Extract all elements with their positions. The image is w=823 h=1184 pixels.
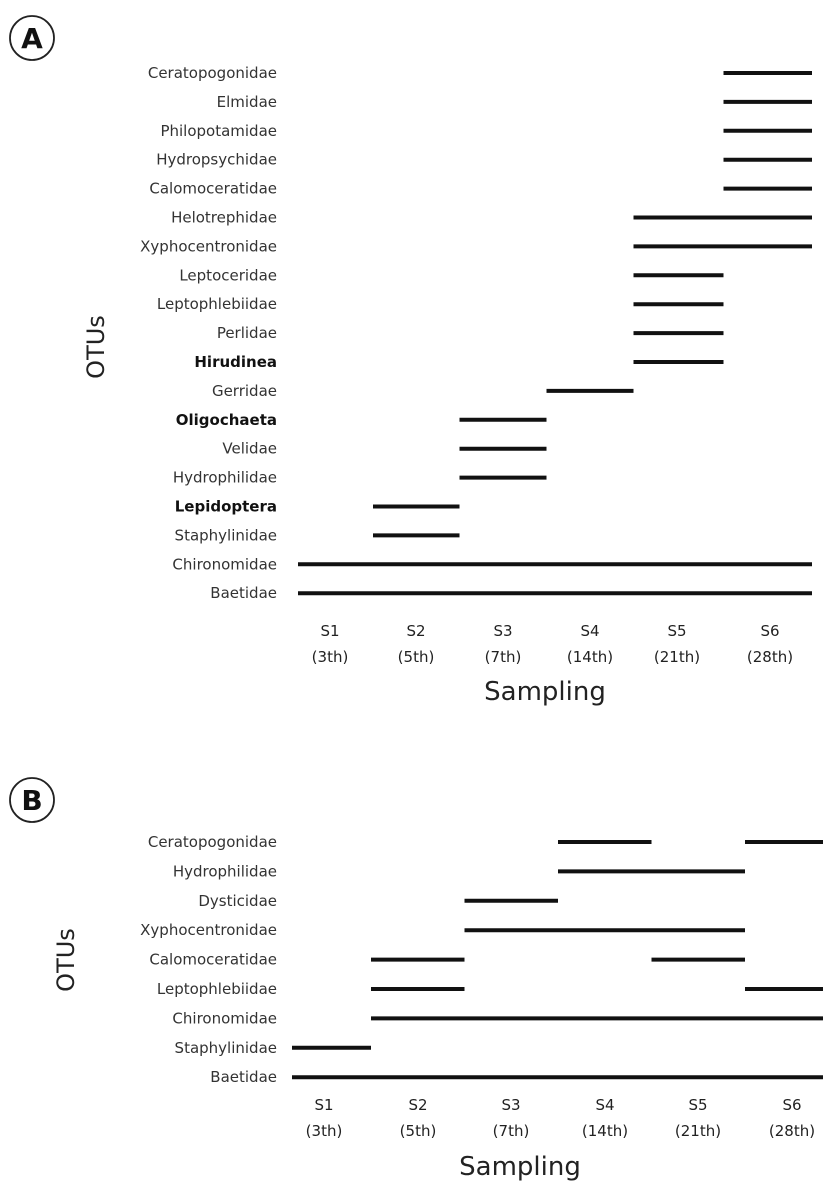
- otu-row: Xyphocentronidae: [140, 237, 812, 255]
- otu-row: Staphylinidae: [175, 526, 460, 544]
- otu-label: Helotrephidae: [171, 209, 277, 227]
- otu-row: Chironomidae: [172, 1009, 823, 1027]
- panel-a-x-ticks: S1 (3th) S2 (5th) S3 (7th) S4 (14th) S5 (21th) S6 (…: [312, 622, 793, 666]
- otu-label: Staphylinidae: [175, 526, 277, 544]
- otu-row: Leptophlebiidae: [157, 980, 823, 998]
- otu-label: Lepidoptera: [175, 498, 277, 516]
- otu-row: Helotrephidae: [171, 209, 812, 227]
- panel-a-x-axis-label: Sampling: [484, 677, 606, 707]
- otu-row: Leptophlebiidae: [157, 295, 724, 313]
- otu-row: Ceratopogonidae: [148, 64, 812, 82]
- panel-a-label: A: [21, 22, 43, 55]
- otu-row: Hydrophilidae: [173, 862, 745, 880]
- x-tick-sublabel: (7th): [493, 1122, 530, 1140]
- otu-row: Calomoceratidae: [149, 951, 745, 969]
- x-tick-sublabel: (3th): [312, 648, 349, 666]
- x-tick-sublabel: (7th): [485, 648, 522, 666]
- otu-row: Dysticidae: [198, 892, 558, 910]
- x-tick-label: S4: [595, 1096, 614, 1114]
- otu-row: Lepidoptera: [175, 498, 460, 516]
- panel-a: A Ceratopogonidae Elmidae Philopotamidae Hy…: [9, 15, 812, 707]
- otu-row: Hirudinea: [194, 353, 724, 371]
- otu-label: Hirudinea: [194, 353, 277, 371]
- otu-label: Gerridae: [212, 382, 277, 400]
- otu-label: Chironomidae: [172, 555, 277, 573]
- otu-label: Leptoceridae: [179, 266, 277, 284]
- panel-b-rows: Ceratopogonidae Hydrophilidae Dysticidae Xy…: [140, 833, 823, 1086]
- panel-b-label: B: [21, 784, 42, 817]
- panel-a-y-axis-label: OTUs: [82, 315, 110, 379]
- x-tick-sublabel: (5th): [400, 1122, 437, 1140]
- x-tick-label: S3: [501, 1096, 520, 1114]
- otu-row: Perlidae: [217, 324, 724, 342]
- x-tick-label: S3: [493, 622, 512, 640]
- otu-row: Baetidae: [210, 584, 812, 602]
- otu-label: Hydrophilidae: [173, 469, 277, 487]
- otu-row: Philopotamidae: [160, 122, 812, 140]
- otu-label: Hydrophilidae: [173, 862, 277, 880]
- x-tick-label: S2: [406, 622, 425, 640]
- x-tick-label: S5: [667, 622, 686, 640]
- x-tick-sublabel: (14th): [567, 648, 613, 666]
- otu-row: Gerridae: [212, 382, 634, 400]
- otu-label: Calomoceratidae: [149, 180, 277, 198]
- x-tick-sublabel: (28th): [769, 1122, 815, 1140]
- otu-label: Velidae: [222, 440, 277, 458]
- x-tick-sublabel: (21th): [654, 648, 700, 666]
- otu-label: Staphylinidae: [175, 1039, 277, 1057]
- panel-b-x-axis-label: Sampling: [459, 1152, 581, 1182]
- otu-row: Elmidae: [217, 93, 812, 111]
- otu-row: Velidae: [222, 440, 547, 458]
- otu-row: Xyphocentronidae: [140, 921, 745, 939]
- otu-label: Baetidae: [210, 1068, 277, 1086]
- x-tick-label: S2: [408, 1096, 427, 1114]
- otu-label: Leptophlebiidae: [157, 295, 277, 313]
- otu-label: Ceratopogonidae: [148, 833, 277, 851]
- otu-row: Ceratopogonidae: [148, 833, 823, 851]
- x-tick-label: S6: [760, 622, 779, 640]
- x-tick-label: S5: [688, 1096, 707, 1114]
- otu-label: Calomoceratidae: [149, 951, 277, 969]
- panel-b: B Ceratopogonidae Hydrophilidae Dysticidae…: [9, 777, 823, 1182]
- otu-label: Baetidae: [210, 584, 277, 602]
- otu-label: Xyphocentronidae: [140, 921, 277, 939]
- x-tick-label: S4: [580, 622, 599, 640]
- otu-row: Staphylinidae: [175, 1039, 371, 1057]
- otu-row: Oligochaeta: [176, 411, 547, 429]
- x-tick-sublabel: (21th): [675, 1122, 721, 1140]
- panel-a-rows: Ceratopogonidae Elmidae Philopotamidae Hydr…: [140, 64, 812, 602]
- panel-b-y-axis-label: OTUs: [52, 928, 80, 992]
- x-tick-label: S1: [320, 622, 339, 640]
- x-tick-sublabel: (28th): [747, 648, 793, 666]
- x-tick-label: S6: [782, 1096, 801, 1114]
- otu-label: Elmidae: [217, 93, 277, 111]
- panel-a-badge: [9, 15, 55, 61]
- otu-row: Hydropsychidae: [156, 151, 812, 169]
- otu-label: Leptophlebiidae: [157, 980, 277, 998]
- otu-label: Ceratopogonidae: [148, 64, 277, 82]
- panel-b-x-ticks: S1 (3th) S2 (5th) S3 (7th) S4 (14th) S5 (21th) S6 (…: [306, 1096, 815, 1140]
- otu-label: Philopotamidae: [160, 122, 277, 140]
- otu-label: Oligochaeta: [176, 411, 277, 429]
- otu-label: Xyphocentronidae: [140, 237, 277, 255]
- otu-row: Leptoceridae: [179, 266, 724, 284]
- otu-row: Calomoceratidae: [149, 180, 812, 198]
- otu-label: Hydropsychidae: [156, 151, 277, 169]
- otu-row: Baetidae: [210, 1068, 823, 1086]
- x-tick-sublabel: (3th): [306, 1122, 343, 1140]
- otu-label: Dysticidae: [198, 892, 277, 910]
- otu-row: Hydrophilidae: [173, 469, 547, 487]
- x-tick-sublabel: (14th): [582, 1122, 628, 1140]
- panel-b-badge: [9, 777, 55, 823]
- x-tick-sublabel: (5th): [398, 648, 435, 666]
- otu-row: Chironomidae: [172, 555, 812, 573]
- x-tick-label: S1: [314, 1096, 333, 1114]
- otu-label: Perlidae: [217, 324, 277, 342]
- otu-label: Chironomidae: [172, 1009, 277, 1027]
